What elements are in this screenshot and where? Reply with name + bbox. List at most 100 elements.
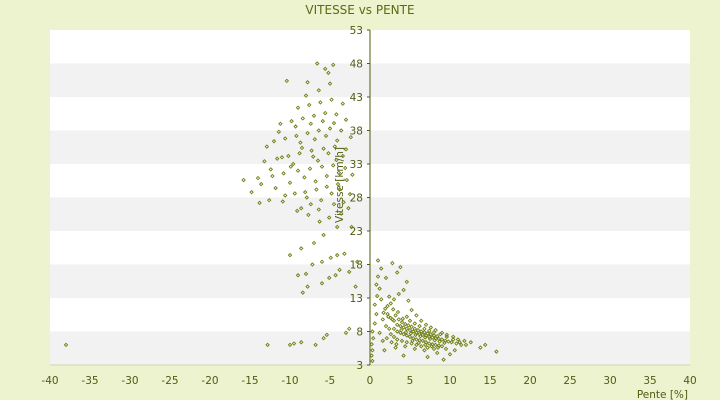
- data-point: [292, 191, 298, 196]
- data-point: [399, 338, 405, 344]
- data-point: [412, 346, 418, 352]
- data-point: [426, 341, 432, 346]
- data-point: [322, 110, 328, 116]
- data-point: [278, 121, 283, 127]
- data-point: [302, 189, 308, 195]
- data-point: [442, 340, 447, 346]
- data-point: [329, 97, 334, 102]
- x-tick-label: 5: [407, 375, 414, 387]
- data-point: [241, 177, 246, 183]
- data-point: [309, 148, 314, 153]
- data-point: [321, 146, 326, 151]
- data-point: [409, 324, 414, 330]
- data-point: [327, 126, 333, 131]
- data-point: [409, 307, 414, 313]
- data-point: [370, 358, 375, 364]
- data-point: [298, 246, 304, 251]
- data-point: [406, 323, 411, 328]
- data-point: [417, 323, 422, 329]
- data-point: [375, 274, 381, 279]
- data-point: [370, 329, 375, 334]
- data-point: [287, 252, 293, 258]
- data-point: [313, 342, 318, 348]
- y-tick-label: 18: [350, 260, 363, 272]
- y-tick-label: 48: [350, 59, 363, 71]
- data-point: [378, 266, 384, 271]
- data-point: [374, 311, 379, 317]
- data-point: [458, 342, 464, 348]
- data-point: [389, 339, 394, 345]
- data-point: [404, 333, 410, 338]
- data-point: [305, 80, 310, 85]
- data-point: [425, 354, 430, 360]
- data-point: [382, 306, 388, 311]
- data-point: [311, 240, 317, 246]
- data-point: [280, 199, 286, 204]
- data-point: [420, 338, 426, 344]
- data-point: [463, 342, 469, 348]
- data-point: [401, 353, 406, 358]
- x-axis-label: Pente [%]: [637, 389, 688, 400]
- data-point: [369, 353, 374, 358]
- x-ticks: -40 -35 -30 -25 -20 -15 -10 -5 0 5 10 15 20 25 30 35 40: [41, 375, 696, 387]
- data-point: [340, 101, 346, 106]
- data-point: [438, 331, 443, 337]
- data-point: [370, 348, 375, 353]
- data-point: [316, 88, 322, 93]
- data-point: [306, 212, 311, 218]
- data-point: [344, 177, 350, 183]
- y-tick-label: 38: [350, 126, 363, 138]
- data-point: [319, 164, 325, 169]
- data-point: [331, 201, 337, 207]
- data-point: [334, 138, 340, 143]
- data-point: [393, 345, 398, 350]
- data-point: [338, 128, 344, 133]
- data-point: [346, 205, 351, 211]
- data-point: [315, 158, 321, 163]
- data-point: [335, 181, 341, 187]
- data-point: [314, 187, 319, 192]
- data-point: [326, 151, 331, 156]
- data-point: [303, 93, 309, 98]
- data-point: [343, 330, 349, 336]
- data-point: [346, 326, 352, 332]
- data-point: [407, 318, 413, 324]
- data-point: [395, 309, 401, 315]
- data-point: [402, 321, 408, 327]
- data-point: [468, 339, 474, 345]
- data-point: [300, 116, 306, 121]
- data-point: [271, 138, 277, 144]
- data-point: [324, 173, 330, 179]
- data-point: [300, 290, 306, 295]
- y-axis-label: Vitesse [km/h]: [334, 147, 346, 223]
- data-point: [318, 197, 324, 203]
- data-point: [394, 322, 400, 328]
- data-point: [340, 153, 346, 159]
- data-point: [321, 232, 326, 238]
- data-point: [409, 341, 414, 346]
- data-point: [394, 270, 400, 275]
- data-point: [394, 337, 400, 342]
- data-point: [383, 275, 389, 281]
- data-point: [323, 133, 329, 139]
- data-point: [249, 189, 254, 195]
- data-point: [402, 344, 408, 349]
- data-point: [306, 102, 312, 108]
- data-point: [295, 272, 301, 278]
- data-point: [273, 185, 278, 191]
- data-point: [383, 323, 389, 329]
- data-point: [399, 319, 405, 325]
- data-point: [378, 297, 384, 302]
- data-point: [282, 136, 288, 141]
- data-point: [413, 332, 418, 338]
- data-point: [346, 269, 352, 275]
- data-point: [391, 334, 397, 340]
- data-point: [289, 118, 294, 124]
- data-point: [312, 136, 318, 142]
- data-point: [337, 267, 342, 273]
- y-tick-label: 53: [350, 25, 363, 37]
- y-tick-label: 8: [356, 327, 363, 339]
- data-point: [353, 284, 358, 289]
- data-point: [369, 341, 374, 347]
- data-point: [412, 321, 418, 326]
